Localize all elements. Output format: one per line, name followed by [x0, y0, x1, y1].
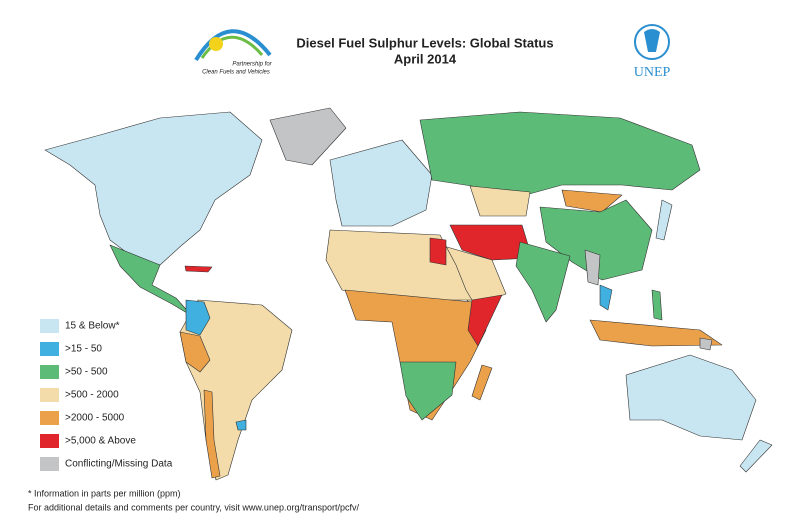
country-region [269, 107, 347, 166]
logo-globe [634, 24, 670, 60]
legend-label: >500 - 2000 [65, 390, 119, 401]
logo-figure [644, 29, 660, 52]
legend-swatch [40, 411, 59, 425]
legend-swatch [40, 319, 59, 333]
country-region [44, 111, 263, 266]
country-region [184, 265, 213, 273]
legend-label: >5,000 & Above [65, 436, 136, 447]
unep-logo: UNEP [634, 24, 671, 80]
country-region [515, 241, 571, 323]
legend: 15 & Below* >15 - 50 >50 - 500 >500 - 2000 >… [40, 319, 173, 471]
legend-swatch [40, 388, 59, 402]
legend-label: Conflicting/Missing Data [65, 459, 173, 470]
country-region [584, 249, 601, 286]
title: Diesel Fuel Sulphur Levels: Global Statu… [296, 35, 553, 50]
country-region [589, 319, 723, 347]
partner-logo: Partnership for Clean Fuels and Vehicles [194, 29, 273, 76]
legend-label: >15 - 50 [65, 344, 102, 355]
country-region [467, 294, 503, 347]
country-region [739, 439, 773, 473]
subtitle: April 2014 [394, 51, 457, 66]
country-region [203, 389, 221, 479]
legend-label: >2000 - 5000 [65, 413, 125, 424]
footnote: * Information in parts per million (ppm) [28, 488, 181, 498]
country-region [651, 289, 663, 321]
legend-label: 15 & Below* [65, 321, 120, 332]
country-region [179, 331, 211, 373]
legend-swatch [40, 457, 59, 471]
footnote: For additional details and comments per … [28, 502, 359, 512]
logo-arc [200, 35, 264, 59]
legend-label: >50 - 500 [65, 367, 108, 378]
legend-swatch [40, 342, 59, 356]
country-region [449, 224, 533, 261]
country-region [429, 237, 447, 266]
country-region [235, 419, 247, 431]
country-region [625, 354, 757, 441]
country-region [399, 361, 457, 421]
logo-sun [209, 37, 223, 51]
logo-text: Clean Fuels and Vehicles [202, 70, 270, 76]
country-region [699, 337, 713, 351]
map [44, 107, 773, 481]
country-region [599, 284, 613, 311]
logo-arc [194, 29, 272, 62]
country-region [185, 299, 211, 336]
country-region [469, 185, 531, 217]
legend-swatch [40, 434, 59, 448]
country-region [329, 139, 433, 227]
country-region [471, 364, 493, 401]
country-region [655, 199, 673, 241]
logo-text: Partnership for [232, 62, 272, 68]
country-region [419, 111, 701, 197]
legend-swatch [40, 365, 59, 379]
country-region [539, 199, 653, 281]
logo-text: UNEP [634, 65, 671, 80]
